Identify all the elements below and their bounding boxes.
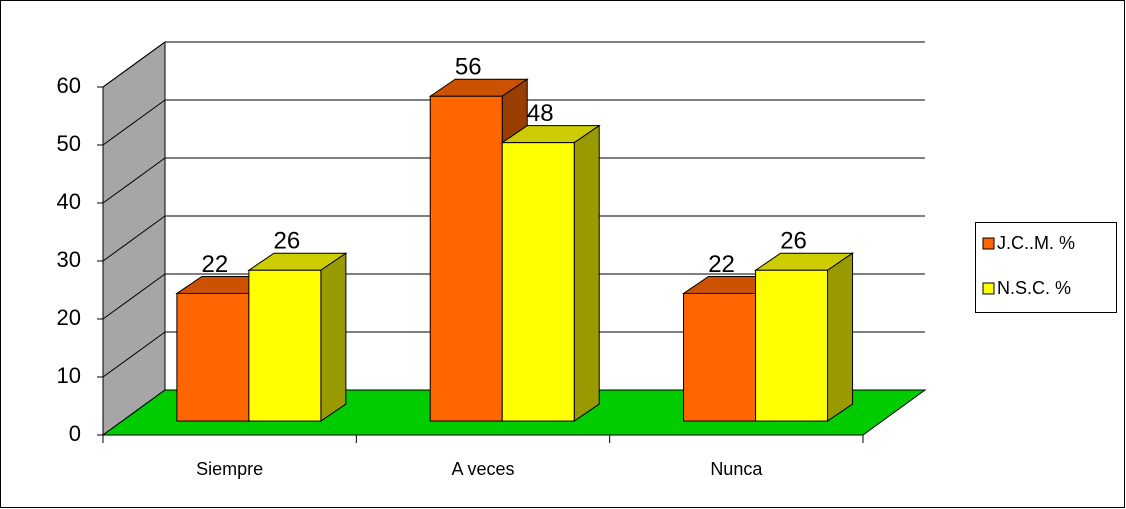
legend-box	[975, 222, 1117, 313]
grid-line	[102, 99, 166, 146]
y-tick-label: 50	[57, 131, 81, 156]
data-label: 56	[455, 54, 482, 81]
bar	[500, 124, 601, 422]
x-tick-label: Nunca	[710, 459, 763, 479]
data-label: 22	[708, 251, 735, 278]
bar-front	[248, 269, 322, 422]
grid-line	[102, 215, 166, 262]
bar-side	[573, 124, 600, 422]
data-label: 26	[780, 228, 807, 255]
grid-line	[102, 41, 166, 88]
x-tick-label: Siempre	[196, 459, 263, 479]
data-label: 26	[274, 228, 301, 255]
y-tick-label: 10	[57, 363, 81, 388]
bar-front	[429, 95, 503, 422]
bar-side	[320, 252, 347, 422]
data-label: 48	[527, 100, 554, 127]
bar	[247, 252, 348, 422]
bar-front	[755, 269, 829, 422]
grid-line	[102, 157, 166, 204]
y-tick-label: 0	[69, 421, 81, 446]
legend-swatch	[982, 237, 995, 250]
grid-line	[102, 273, 166, 320]
bar-front	[176, 292, 250, 422]
y-tick-label: 60	[57, 73, 81, 98]
y-tick-label: 20	[57, 305, 81, 330]
y-tick-label: 40	[57, 189, 81, 214]
x-tick-label: A veces	[451, 459, 514, 479]
grid-line	[102, 331, 166, 378]
bar-front	[501, 142, 575, 422]
bar-front	[683, 292, 757, 422]
bar-side	[827, 252, 854, 422]
legend-label: J.C..M. %	[997, 233, 1075, 253]
data-label: 22	[202, 251, 229, 278]
legend-swatch	[982, 282, 995, 295]
legend-label: N.S.C. %	[997, 278, 1071, 298]
bar	[753, 252, 855, 422]
y-tick-label: 30	[57, 247, 81, 272]
